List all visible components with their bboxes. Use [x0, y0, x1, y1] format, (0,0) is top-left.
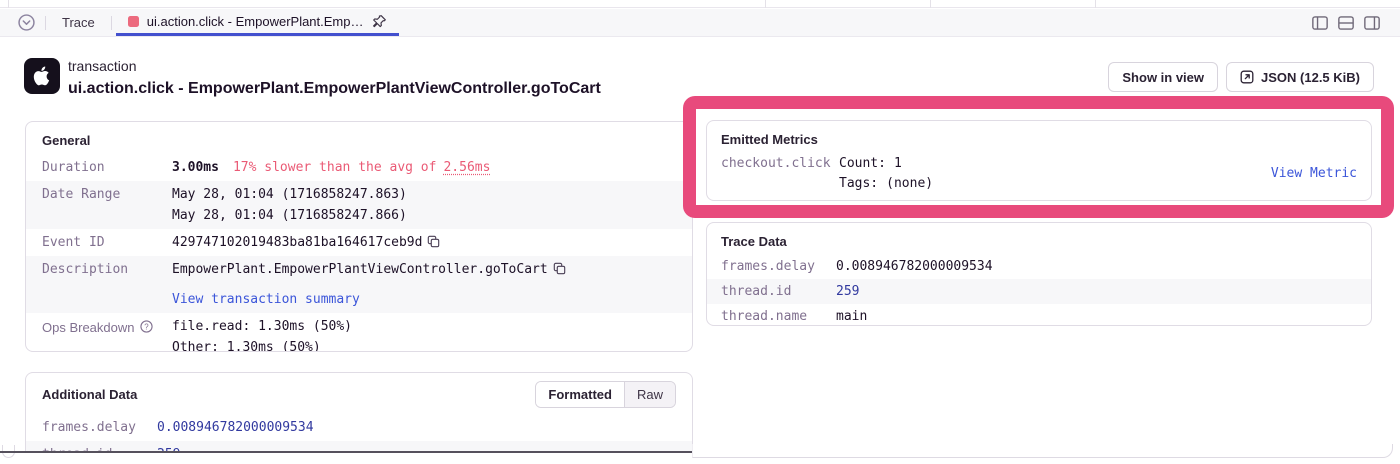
row-key: Date Range	[42, 187, 121, 202]
external-link-icon	[1240, 70, 1254, 84]
row-key: frames.delay	[42, 420, 136, 435]
trace-data-row: thread.id 259	[707, 279, 1371, 304]
transaction-color-swatch	[127, 15, 139, 27]
panel-left-layout-button[interactable]	[1312, 15, 1328, 30]
copy-event-id-button[interactable]	[427, 235, 440, 248]
json-download-button[interactable]: JSON (12.5 KiB)	[1226, 62, 1374, 92]
description-row: Description EmpowerPlant.EmpowerPlantVie…	[26, 256, 692, 313]
row-value: 0.008946782000009534	[157, 420, 314, 435]
copy-description-button[interactable]	[553, 262, 566, 275]
avg-duration-value[interactable]: 2.56ms	[443, 160, 491, 175]
row-key: Duration	[42, 160, 105, 175]
row-key: Event ID	[42, 235, 105, 250]
duration-value: 3.00ms	[172, 160, 219, 175]
row-key: thread.name	[721, 309, 808, 324]
count-value: 1	[893, 156, 902, 171]
additional-data-row: frames.delay 0.008946782000009534	[26, 414, 692, 441]
view-transaction-summary-link[interactable]: View transaction summary	[172, 292, 360, 307]
row-value: 259	[836, 284, 860, 299]
section-heading: General	[42, 133, 91, 148]
description-value: EmpowerPlant.EmpowerPlantViewController.…	[172, 262, 548, 277]
raw-toggle-option[interactable]: Raw	[624, 382, 675, 407]
panel-split-border	[0, 451, 692, 453]
tab-label: Trace	[62, 15, 95, 30]
section-heading: Trace Data	[721, 234, 787, 249]
grid-line	[765, 0, 766, 8]
json-button-label: JSON (12.5 KiB)	[1261, 69, 1360, 85]
metric-row: checkout.click Count: 1 Tags: (none) View …	[707, 154, 1371, 194]
tab-transaction-active[interactable]: ui.action.click - EmpowerPlant.Emp…	[115, 9, 399, 36]
trace-data-row: frames.delay 0.008946782000009534	[707, 254, 1371, 279]
row-key: thread.id	[42, 444, 157, 451]
header: transaction ui.action.click - EmpowerPla…	[68, 56, 601, 101]
view-metric-link[interactable]: View Metric	[1270, 166, 1357, 181]
additional-data-row: thread.id 259	[26, 441, 692, 451]
event-id-value: 429747102019483ba81ba164617ceb9d	[172, 235, 423, 250]
trace-data-section: Trace Data frames.delay 0.00894678200000…	[706, 222, 1372, 326]
count-label: Count:	[839, 156, 886, 171]
page-title: ui.action.click - EmpowerPlant.EmpowerPl…	[68, 80, 601, 97]
divider	[45, 15, 46, 30]
drawer-bottom-right-edge	[692, 444, 1393, 458]
metric-name: checkout.click	[721, 156, 831, 171]
tab-trace[interactable]: Trace	[50, 9, 107, 36]
layout-toggle-group	[1312, 9, 1380, 36]
duration-row: Duration 3.00ms 17% slower than the avg o…	[26, 154, 692, 181]
emitted-metrics-section: Emitted Metrics checkout.click Count: 1 T…	[706, 120, 1372, 201]
format-toggle: Formatted Raw	[535, 381, 676, 408]
additional-data-section: Additional Data Formatted Raw frames.del…	[25, 372, 693, 451]
date-range-row: Date Range May 28, 01:04 (1716858247.863…	[26, 181, 692, 229]
show-in-view-label: Show in view	[1122, 69, 1205, 85]
tab-label: ui.action.click - EmpowerPlant.Emp…	[146, 13, 364, 29]
pin-icon[interactable]	[372, 14, 387, 29]
apple-platform-icon	[24, 58, 60, 94]
row-value: 0.008946782000009534	[836, 259, 993, 274]
divider	[110, 15, 112, 30]
tags-label: Tags:	[839, 176, 879, 191]
row-key: thread.id	[721, 284, 792, 299]
svg-text:?: ?	[144, 322, 149, 331]
grid-line	[930, 0, 931, 8]
section-heading: Additional Data	[42, 387, 138, 402]
waterfall-bottom-edge	[0, 0, 1400, 8]
grid-line	[8, 0, 9, 8]
event-id-row: Event ID 429747102019483ba81ba164617ceb9…	[26, 229, 692, 256]
duration-comparison: 17% slower than the avg of	[232, 160, 437, 175]
chevron-down-circle-icon	[18, 14, 35, 31]
date-range-end: May 28, 01:04 (1716858247.866)	[172, 208, 407, 223]
panel-bottom-layout-button[interactable]	[1338, 15, 1354, 30]
row-value: 259	[157, 444, 676, 451]
row-key: Ops Breakdown	[42, 320, 135, 335]
section-heading: Emitted Metrics	[721, 132, 818, 147]
grid-line	[1095, 0, 1096, 8]
drawer-tab-bar: Trace ui.action.click - EmpowerPlant.Emp…	[0, 9, 1400, 37]
trace-data-row: thread.name main	[707, 304, 1371, 325]
collapse-drawer-button[interactable]	[12, 9, 41, 36]
panel-right-layout-button[interactable]	[1364, 15, 1380, 30]
tags-value: (none)	[886, 176, 934, 191]
ops-breakdown-row: Ops Breakdown ? file.read: 1.30ms (50%) …	[26, 313, 692, 352]
ops-breakdown-line: file.read: 1.30ms (50%)	[172, 319, 353, 334]
header-actions: Show in view JSON (12.5 KiB)	[1108, 62, 1374, 92]
row-key: frames.delay	[721, 259, 815, 274]
ops-breakdown-line: Other: 1.30ms (50%)	[172, 340, 321, 352]
event-type-label: transaction	[68, 58, 137, 74]
formatted-toggle-option[interactable]: Formatted	[536, 382, 625, 407]
row-value: main	[836, 309, 868, 324]
help-icon[interactable]: ?	[139, 320, 153, 333]
row-key: Description	[42, 262, 129, 277]
show-in-view-button[interactable]: Show in view	[1108, 62, 1219, 92]
general-section: General Duration 3.00ms 17% slower than t…	[25, 121, 693, 352]
date-range-start: May 28, 01:04 (1716858247.863)	[172, 187, 407, 202]
